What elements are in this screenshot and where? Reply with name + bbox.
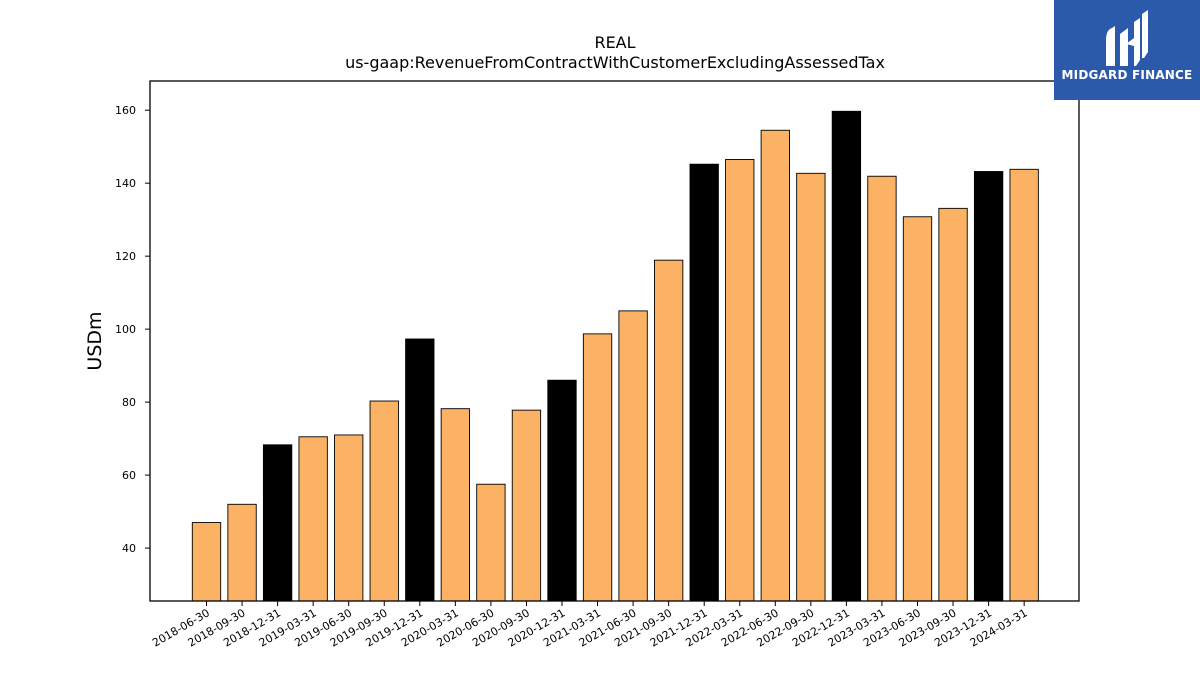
bar-2022-12-31: [831, 110, 862, 602]
bar-2024-03-31: [1009, 168, 1039, 602]
y-tick-label: 160: [115, 104, 136, 117]
chart-title: REAL: [594, 33, 635, 52]
plot-frame: [149, 80, 1080, 602]
bar-2021-12-31: [689, 163, 719, 602]
bar-2019-12-31: [405, 338, 435, 602]
bar-2019-09-30: [369, 400, 399, 602]
bars-group: [191, 110, 1039, 602]
bar-2023-12-31: [973, 171, 1004, 602]
bar-2020-03-31: [440, 408, 470, 602]
y-tick-label: 120: [115, 250, 136, 263]
bar-2022-03-31: [725, 159, 755, 602]
bar-2023-06-30: [902, 216, 933, 602]
bar-2021-09-30: [654, 259, 684, 602]
y-tick-label: 40: [122, 542, 136, 555]
bar-2019-06-30: [334, 434, 364, 602]
y-axis-ticks: 40 60 80 100 120 140 160: [115, 104, 150, 555]
chart-subtitle: us-gaap:RevenueFromContractWithCustomerE…: [345, 53, 885, 72]
bar-2022-06-30: [760, 129, 790, 602]
midgard-finance-logo: MIDGARD FINANCE: [1054, 0, 1200, 100]
bar-2020-09-30: [511, 409, 542, 602]
bar-2023-03-31: [867, 175, 897, 602]
bar-2018-06-30: [191, 522, 222, 602]
bar-2022-09-30: [796, 172, 826, 602]
bar-2021-06-30: [618, 310, 648, 602]
y-tick-label: 80: [122, 396, 136, 409]
logo-text: MIDGARD FINANCE: [1061, 68, 1193, 82]
logo-mark-icon: [1106, 10, 1148, 66]
bar-2018-09-30: [227, 503, 257, 602]
x-axis-ticks: 2018-06-302018-09-302018-12-312019-03-31…: [150, 601, 1030, 650]
y-tick-label: 140: [115, 177, 136, 190]
bar-2018-12-31: [262, 444, 293, 602]
bar-2019-03-31: [298, 436, 328, 602]
bar-2021-03-31: [582, 333, 613, 602]
y-axis-label: USDm: [84, 311, 106, 370]
bar-2020-12-31: [547, 379, 577, 602]
y-tick-label: 60: [122, 469, 136, 482]
y-tick-label: 100: [115, 323, 136, 336]
bar-2020-06-30: [476, 483, 506, 602]
bar-2023-09-30: [938, 207, 968, 602]
